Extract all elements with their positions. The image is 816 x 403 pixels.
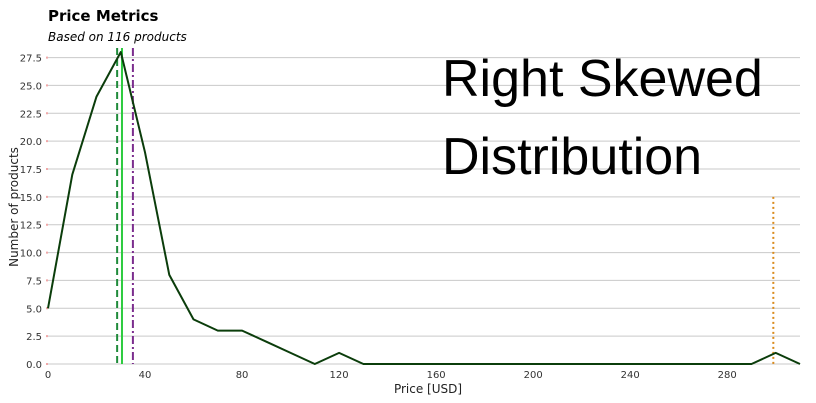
grid [46, 56, 800, 365]
x-tick-label: 120 [330, 370, 349, 381]
series-layer [47, 51, 801, 365]
y-tick-label: 20.0 [20, 137, 42, 148]
series-line [47, 51, 801, 365]
x-tick-label: 80 [236, 370, 249, 381]
y-tick-label: 10.0 [20, 249, 42, 260]
x-tick-label: 280 [718, 370, 737, 381]
y-axis-ticks: 0.0 2.5 5.0 7.5 10.0 12.5 15.0 17.5 20.0 22.5 25.0… [20, 54, 42, 371]
y-tick-label: 15.0 [20, 193, 42, 204]
x-tick-label: 0 [45, 370, 51, 381]
y-axis-label: Number of products [7, 147, 21, 267]
x-tick-label: 200 [524, 370, 543, 381]
x-tick-label: 40 [139, 370, 152, 381]
chart-title: Price Metrics [48, 7, 159, 25]
x-tick-label: 240 [621, 370, 640, 381]
y-tick-label: 22.5 [20, 109, 42, 120]
y-tick-label: 5.0 [26, 304, 42, 315]
x-axis-ticks: 0 40 80 120 160 200 240 280 [45, 370, 737, 381]
chart-subtitle: Based on 116 products [48, 30, 187, 44]
x-axis-label: Price [USD] [394, 382, 462, 396]
y-tick-label: 12.5 [20, 221, 42, 232]
y-tick-label: 0.0 [26, 360, 42, 371]
y-tick-label: 27.5 [20, 54, 42, 65]
y-tick-label: 25.0 [20, 81, 42, 92]
y-tick-label: 7.5 [26, 276, 42, 287]
y-tick-label: 2.5 [26, 332, 42, 343]
annotation-line-2: Distribution [442, 128, 702, 186]
x-tick-label: 160 [427, 370, 446, 381]
y-tick-label: 17.5 [20, 165, 42, 176]
annotation-line-1: Right Skewed [442, 50, 763, 108]
